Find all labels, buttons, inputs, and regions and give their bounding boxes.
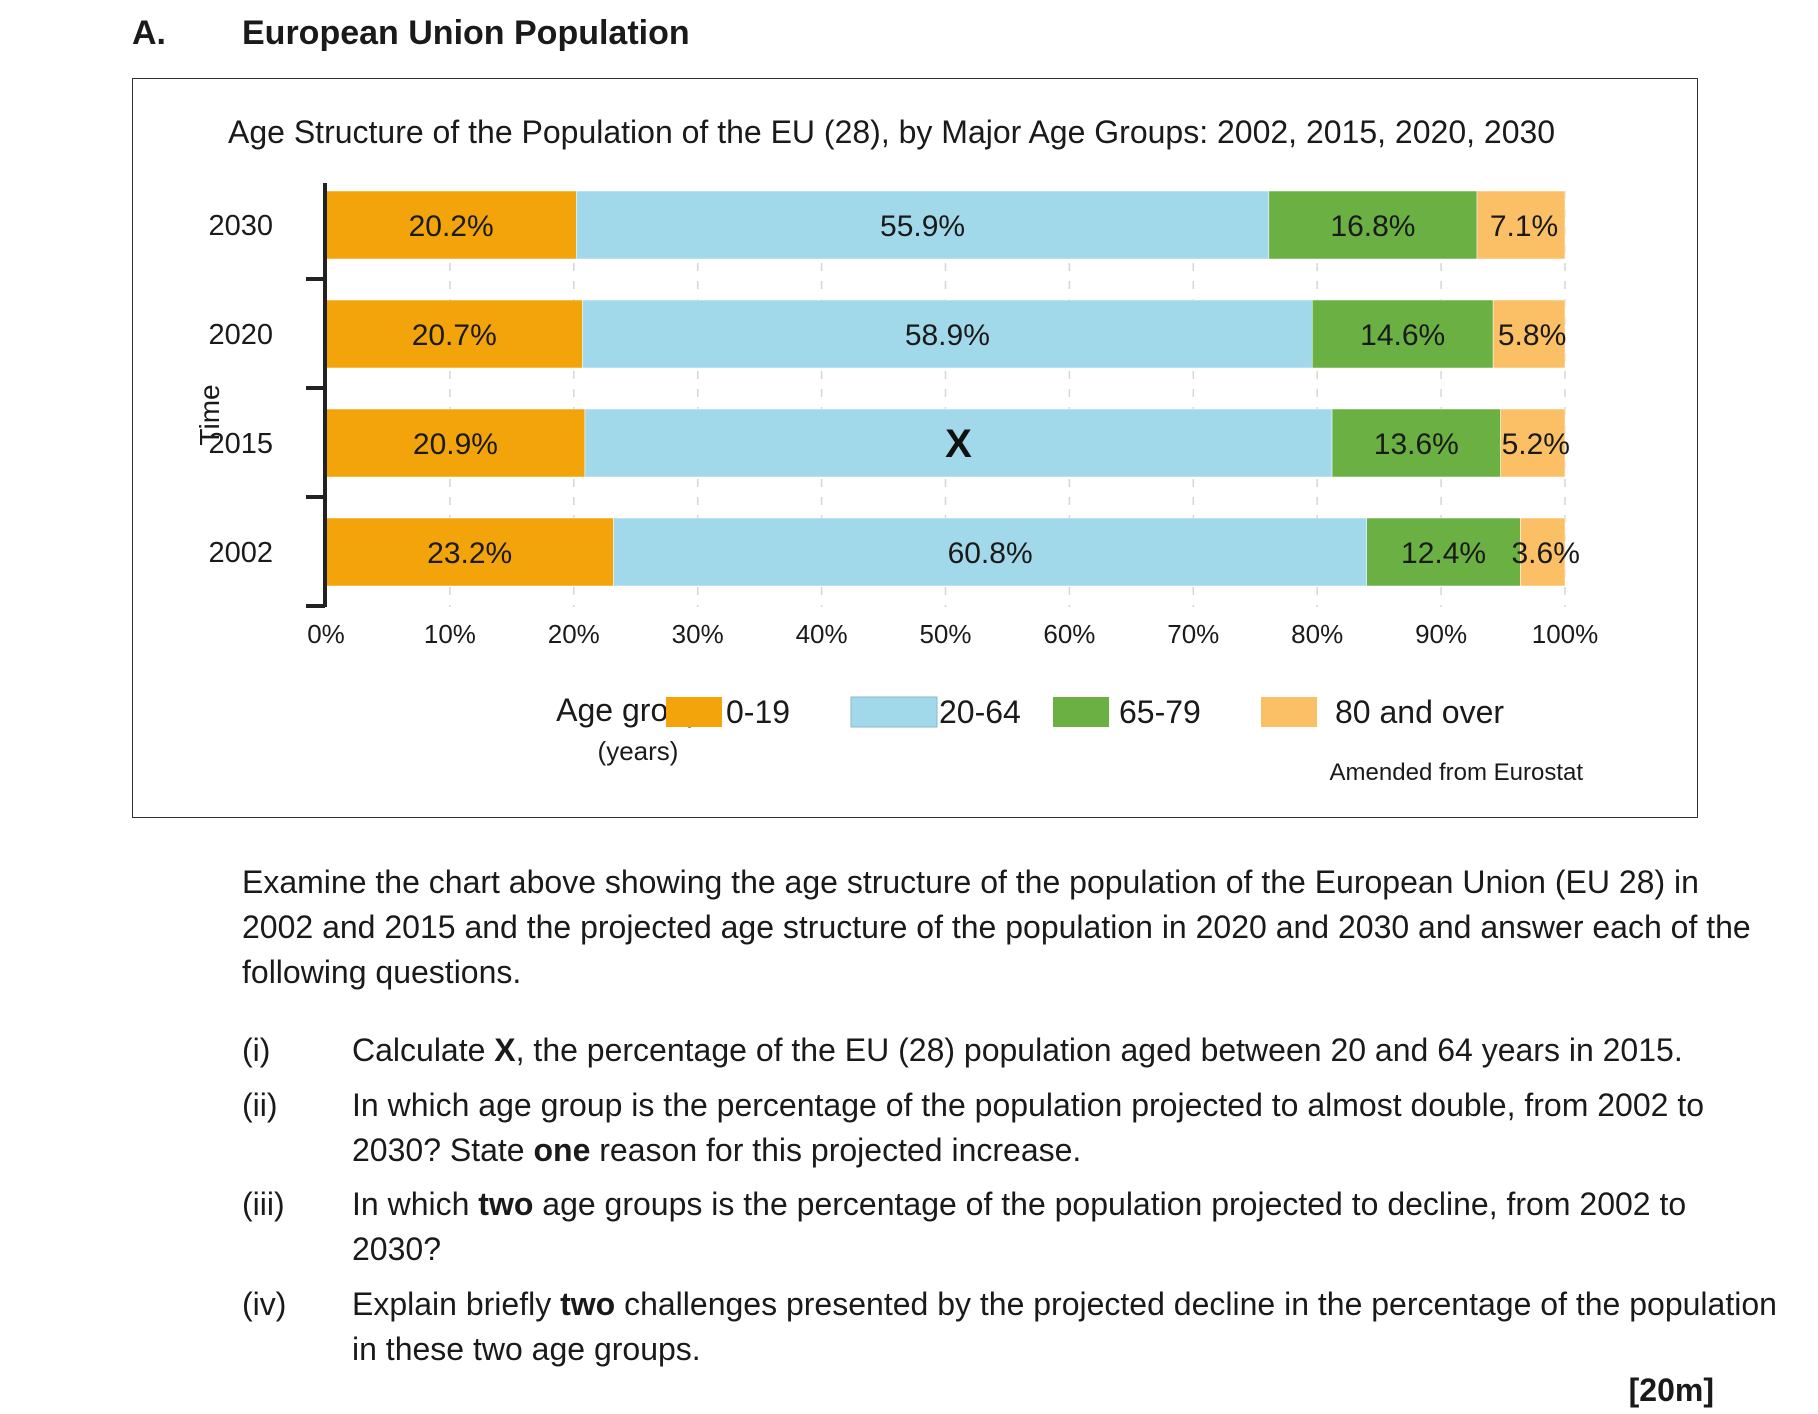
data-label-2020-0-19: 20.7% <box>412 319 497 352</box>
data-label-2015-65-79: 13.6% <box>1374 428 1459 461</box>
bar-segment-2020-65-79 <box>1311 299 1494 369</box>
legend-label-0-19: 0-19 <box>726 694 790 730</box>
data-label-2002-0-19: 23.2% <box>427 537 512 570</box>
x-tick-label: 10% <box>424 619 476 649</box>
question-text: Explain briefly two challenges presented… <box>352 1286 1777 1367</box>
legend-subtitle: (years) <box>598 736 679 766</box>
data-label-2030-20-64: 55.9% <box>880 210 965 243</box>
chart-title: Age Structure of the Population of the E… <box>228 114 1555 150</box>
data-label-2020-20-64: 58.9% <box>905 319 990 352</box>
legend-swatch-80-and-over <box>1261 697 1317 727</box>
stacked-bar-chart: Age Structure of the Population of the E… <box>194 114 1599 786</box>
x-tick-label: 90% <box>1415 619 1467 649</box>
bar-segment-2030-80-and-over <box>1476 190 1566 260</box>
question-text: In which age group is the percentage of … <box>352 1087 1704 1168</box>
legend-label-65-79: 65-79 <box>1119 694 1201 730</box>
data-label-2030-65-79: 16.8% <box>1330 210 1415 243</box>
bar-segment-2020-0-19 <box>325 299 583 369</box>
chart-frame: Age Structure of the Population of the E… <box>132 78 1698 818</box>
x-tick-label: 100% <box>1532 619 1599 649</box>
bar-segment-2002-20-64 <box>613 517 1368 587</box>
data-label-2002-20-64: 60.8% <box>948 537 1033 570</box>
data-label-2015-80-and-over: 5.2% <box>1502 428 1570 461</box>
marks-label: [20m] <box>1628 1372 1714 1408</box>
bar-segment-2030-0-19 <box>325 190 577 260</box>
legend-swatch-20-64 <box>850 696 938 728</box>
bar-segment-2015-80-and-over <box>1500 408 1566 478</box>
instructions-text: Examine the chart above showing the age … <box>242 864 1751 990</box>
question-number: (ii) <box>242 1087 278 1123</box>
data-label-2030-80-and-over: 7.1% <box>1490 210 1558 243</box>
data-label-2015-20-64: X <box>945 422 972 466</box>
x-tick-label: 80% <box>1291 619 1343 649</box>
y-axis-title: Time <box>194 384 225 445</box>
bar-segment-2015-0-19 <box>325 408 586 478</box>
data-label-2020-80-and-over: 5.8% <box>1498 319 1566 352</box>
data-label-2002-65-79: 12.4% <box>1401 537 1486 570</box>
bar-segment-2002-0-19 <box>325 517 614 587</box>
x-tick-label: 50% <box>919 619 971 649</box>
x-tick-label: 0% <box>307 619 345 649</box>
section-letter: A. <box>132 14 166 52</box>
x-tick-label: 60% <box>1043 619 1095 649</box>
section-title: European Union Population <box>242 14 690 52</box>
data-label-2020-65-79: 14.6% <box>1360 319 1445 352</box>
bar-segment-2020-20-64 <box>582 299 1313 369</box>
legend-label-80-and-over: 80 and over <box>1335 694 1504 730</box>
legend-label-20-64: 20-64 <box>939 694 1021 730</box>
question-number: (iv) <box>242 1286 287 1322</box>
question-number: (i) <box>242 1032 271 1068</box>
y-tick-label-2020: 2020 <box>208 319 273 351</box>
bar-segment-2002-65-79 <box>1366 517 1521 587</box>
bar-segment-2020-80-and-over <box>1492 299 1566 369</box>
question-text: In which two age groups is the percentag… <box>352 1186 1687 1267</box>
chart-source: Amended from Eurostat <box>1330 759 1584 786</box>
question-number: (iii) <box>242 1186 285 1222</box>
question-text: Calculate X, the percentage of the EU (2… <box>352 1032 1683 1068</box>
x-tick-label: 70% <box>1167 619 1219 649</box>
x-tick-label: 40% <box>796 619 848 649</box>
legend-swatch-65-79 <box>1053 697 1109 727</box>
x-tick-label: 30% <box>672 619 724 649</box>
bar-segment-2030-20-64 <box>576 190 1270 260</box>
data-label-2015-0-19: 20.9% <box>413 428 498 461</box>
bar-segment-2015-20-64 <box>584 408 1333 478</box>
legend-swatch-0-19 <box>666 697 722 727</box>
bar-segment-2030-65-79 <box>1268 190 1478 260</box>
x-tick-label: 20% <box>548 619 600 649</box>
y-tick-label-2030: 2030 <box>208 210 273 242</box>
data-label-2030-0-19: 20.2% <box>409 210 494 243</box>
bar-segment-2015-65-79 <box>1331 408 1501 478</box>
y-tick-label-2002: 2002 <box>208 537 273 569</box>
y-tick-label-2015: 2015 <box>208 428 273 460</box>
bar-segment-2002-80-and-over <box>1520 517 1566 587</box>
data-label-2002-80-and-over: 3.6% <box>1512 537 1580 570</box>
